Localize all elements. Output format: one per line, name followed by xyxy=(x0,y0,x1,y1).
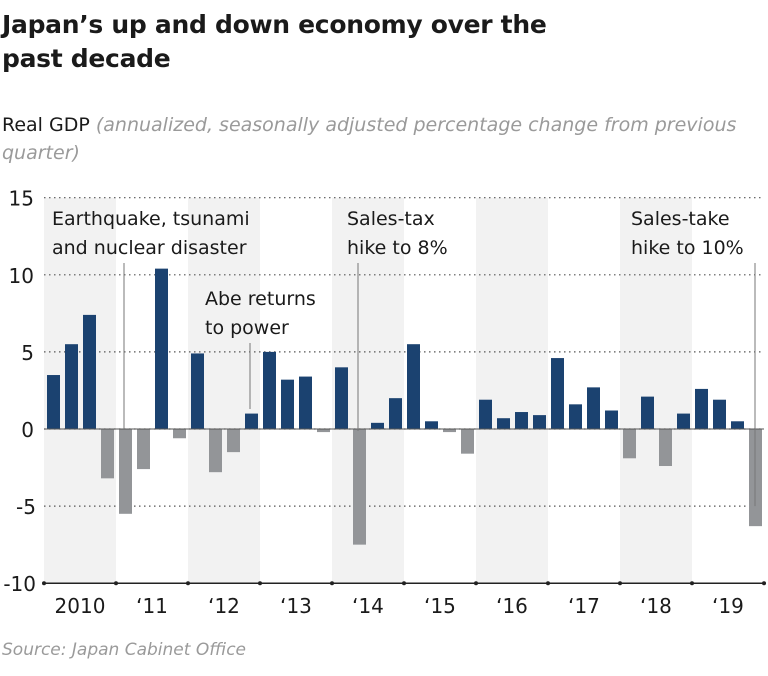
x-axis-tick xyxy=(618,581,622,586)
x-tick-label: ‘14 xyxy=(352,594,384,618)
subtitle-label: Real GDP xyxy=(2,114,90,136)
bar-2019-Q1 xyxy=(695,388,708,429)
bar-2013-Q4 xyxy=(317,429,330,433)
bar-2017-Q3 xyxy=(587,387,600,429)
x-tick-label: ‘18 xyxy=(640,594,672,618)
bar-2016-Q1 xyxy=(479,399,492,429)
bar-2011-Q3 xyxy=(155,268,168,429)
x-axis-tick xyxy=(330,581,334,586)
x-axis-tick xyxy=(546,581,550,586)
bar-2013-Q3 xyxy=(299,376,312,429)
bar-2019-Q3 xyxy=(731,421,744,429)
subtitle-note: (annualized, seasonally adjusted percent… xyxy=(2,114,737,164)
x-tick-label: ‘13 xyxy=(280,594,312,618)
bar-2016-Q3 xyxy=(515,412,528,429)
bar-2015-Q3 xyxy=(443,429,456,433)
annotation-text: hike to 8% xyxy=(347,237,448,259)
bar-2012-Q1 xyxy=(191,353,204,429)
annotation-text: to power xyxy=(205,317,289,339)
bar-2016-Q2 xyxy=(497,418,510,429)
chart-title: Japan’s up and down economy over the pas… xyxy=(2,10,547,73)
bar-2016-Q4 xyxy=(533,415,546,429)
year-band xyxy=(476,197,548,584)
chart-subtitle: Real GDP (annualized, seasonally adjuste… xyxy=(2,111,768,167)
bar-2014-Q2 xyxy=(353,429,366,545)
x-tick-label: ‘12 xyxy=(208,594,240,618)
x-tick-label: ‘17 xyxy=(568,594,600,618)
y-tick-label: 15 xyxy=(9,187,34,211)
x-axis-tick xyxy=(474,581,478,586)
x-axis-tick xyxy=(42,581,46,586)
annotation-text: Earthquake, tsunami xyxy=(52,208,250,230)
annotation-text: Abe returns xyxy=(205,288,316,310)
bar-2013-Q2 xyxy=(281,379,294,429)
bar-2015-Q1 xyxy=(407,344,420,429)
bar-2017-Q4 xyxy=(605,410,618,429)
bar-2018-Q2 xyxy=(641,396,654,429)
x-axis-tick xyxy=(186,581,190,586)
y-tick-label: 5 xyxy=(21,341,34,365)
bar-2012-Q2 xyxy=(209,429,222,473)
y-tick-label: 0 xyxy=(21,418,34,442)
x-tick-label: 2010 xyxy=(55,594,106,618)
x-tick-label: ‘15 xyxy=(424,594,456,618)
x-tick-label: ‘19 xyxy=(712,594,744,618)
bar-2019-Q2 xyxy=(713,399,726,429)
x-axis-tick xyxy=(690,581,694,586)
bar-2012-Q3 xyxy=(227,429,240,453)
bar-2018-Q1 xyxy=(623,429,636,459)
annotation-text: hike to 10% xyxy=(631,237,744,259)
bar-2015-Q2 xyxy=(425,421,438,429)
bar-2011-Q4 xyxy=(173,429,186,439)
annotation-text: Sales-tax xyxy=(347,208,435,230)
bar-2017-Q1 xyxy=(551,358,564,429)
bar-2018-Q3 xyxy=(659,429,672,467)
bar-2015-Q4 xyxy=(461,429,474,454)
bar-2013-Q1 xyxy=(263,351,276,429)
annotation-text: and nuclear disaster xyxy=(52,237,247,259)
bar-2012-Q4 xyxy=(245,413,258,429)
bar-2010-Q3 xyxy=(83,314,96,429)
bar-2014-Q3 xyxy=(371,422,384,429)
y-tick-label: -10 xyxy=(3,572,36,596)
bar-2011-Q1 xyxy=(119,429,132,514)
x-axis-tick xyxy=(114,581,118,586)
y-tick-label: -5 xyxy=(16,495,36,519)
x-axis-tick xyxy=(258,581,262,586)
bar-2017-Q2 xyxy=(569,404,582,429)
bar-2010-Q1 xyxy=(47,375,60,429)
bar-2011-Q2 xyxy=(137,429,150,470)
bar-2014-Q4 xyxy=(389,398,402,429)
annotation-text: Sales-take xyxy=(631,208,730,230)
source-note: Source: Japan Cabinet Office xyxy=(2,640,246,660)
y-tick-label: 10 xyxy=(9,264,34,288)
bar-2018-Q4 xyxy=(677,413,690,429)
bar-2014-Q1 xyxy=(335,367,348,429)
bar-2010-Q4 xyxy=(101,429,114,479)
x-tick-label: ‘16 xyxy=(496,594,528,618)
year-band xyxy=(620,197,692,584)
x-tick-label: ‘11 xyxy=(136,594,168,618)
x-axis-tick xyxy=(762,581,766,586)
bar-2010-Q2 xyxy=(65,344,78,429)
x-axis-tick xyxy=(402,581,406,586)
